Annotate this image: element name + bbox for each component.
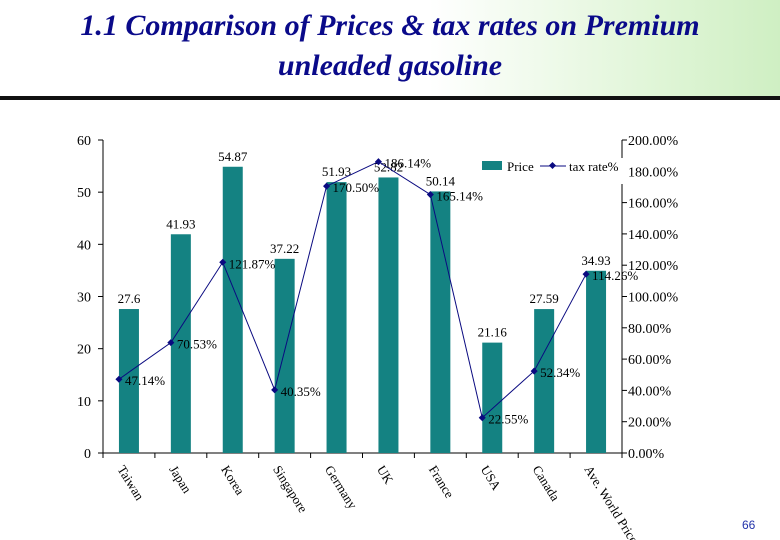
tax-rate-label: 47.14%	[125, 373, 165, 388]
left-axis-tick-label: 40	[77, 238, 91, 253]
price-bar-label: 27.6	[118, 291, 141, 306]
tax-rate-label: 22.55%	[488, 412, 528, 427]
price-bar-label: 34.93	[581, 253, 610, 268]
right-y-axis: 0.00% 20.00% 40.00% 60.00% 80.00% 100.00% 120.…	[622, 134, 679, 462]
tax-rate-point	[115, 375, 123, 383]
tax-rate-point	[219, 258, 227, 266]
price-bar-label: 27.59	[530, 291, 559, 306]
title-divider	[0, 96, 780, 100]
right-axis-tick-label: 120.00%	[628, 259, 679, 274]
page-number: 66	[742, 518, 756, 532]
slide-title-line-2: unleaded gasoline	[277, 49, 503, 82]
x-axis-label: Korea	[218, 463, 248, 498]
legend-background	[478, 158, 628, 184]
left-axis-tick-label: 10	[77, 395, 91, 410]
tax-rate-label: 70.53%	[177, 337, 217, 352]
x-axis-label: Germany	[322, 463, 361, 512]
legend-marker-tax-rate	[548, 161, 557, 170]
tax-rate-label: 52.34%	[540, 365, 580, 380]
right-axis-tick-label: 200.00%	[628, 134, 679, 149]
right-axis-tick-label: 20.00%	[628, 416, 672, 431]
tax-rate-label: 40.35%	[281, 384, 321, 399]
right-axis-tick-label: 160.00%	[628, 197, 679, 212]
price-bar-label: 54.87	[218, 149, 248, 164]
x-axis-label: France	[426, 463, 458, 501]
price-bar-label: 50.14	[426, 173, 456, 188]
tax-rate-label: 170.50%	[333, 180, 380, 195]
left-axis-tick-label: 50	[77, 186, 91, 201]
tax-rate-polyline	[118, 161, 587, 419]
x-axis-label: Taiwan	[114, 463, 147, 504]
tax-rate-point	[426, 191, 434, 199]
tax-rate-point	[323, 182, 331, 190]
tax-rate-labels: 47.14% 70.53% 121.87% 40.35% 170.50% 186.14% 1…	[125, 156, 638, 427]
right-axis-tick-label: 100.00%	[628, 291, 679, 306]
right-axis-tick-label: 60.00%	[628, 353, 672, 368]
price-bar	[534, 309, 555, 453]
x-axis-label: Ave. World Price	[582, 463, 642, 540]
price-bar	[222, 166, 243, 453]
price-bar-label: 51.93	[322, 164, 351, 179]
price-bar-label: 37.22	[270, 241, 299, 256]
x-axis-label: Canada	[530, 463, 563, 504]
slide-title-line-1: 1.1 Comparison of Prices & tax rates on …	[80, 9, 700, 42]
left-axis-tick-label: 60	[77, 134, 91, 149]
left-axis-tick-label: 0	[84, 447, 91, 462]
price-bar	[378, 177, 399, 453]
tax-rate-label: 114.26%	[592, 268, 638, 283]
x-axis-labels: Taiwan Japan Korea Singapore Germany UK France…	[102, 453, 642, 540]
price-bars	[118, 166, 607, 453]
chart-legend: Price tax rate%	[478, 158, 628, 184]
price-bar	[326, 182, 347, 453]
tax-rate-point	[271, 386, 279, 394]
right-axis-tick-label: 180.00%	[628, 165, 679, 180]
price-bar-label: 41.93	[166, 216, 195, 231]
x-axis-label: Japan	[166, 463, 195, 496]
tax-rate-point	[374, 158, 382, 166]
x-axis-label: UK	[374, 463, 397, 487]
left-y-axis: 0 10 20 30 40 50 60	[77, 134, 103, 462]
tax-rate-point	[167, 339, 175, 347]
price-tax-chart: 0 10 20 30 40 50 60 0.00% 20.00% 40.00% 60.00% 80.…	[77, 134, 679, 540]
left-axis-tick-label: 30	[77, 291, 91, 306]
tax-rate-point	[478, 414, 486, 422]
tax-rate-point	[530, 367, 538, 375]
right-axis-tick-label: 0.00%	[628, 447, 665, 462]
tax-rate-label: 186.14%	[384, 156, 431, 171]
legend-swatch-price	[482, 161, 502, 170]
price-bar-label: 21.16	[478, 325, 508, 340]
x-axis-label: Singapore	[270, 463, 311, 516]
tax-rate-line	[115, 158, 590, 422]
price-bar	[586, 270, 607, 453]
tax-rate-label: 165.14%	[436, 189, 483, 204]
price-bar	[170, 234, 191, 453]
right-axis-tick-label: 40.00%	[628, 384, 672, 399]
slide-title: 1.1 Comparison of Prices & tax rates on …	[0, 6, 780, 86]
left-axis-tick-label: 20	[77, 343, 91, 358]
x-axis-label: USA	[478, 463, 505, 494]
right-axis-tick-label: 80.00%	[628, 322, 672, 337]
price-bar	[274, 258, 295, 453]
tax-rate-label: 121.87%	[229, 256, 276, 271]
price-bar	[482, 342, 503, 453]
tax-rate-point	[582, 270, 590, 278]
price-bar	[118, 309, 139, 453]
title-band	[0, 0, 780, 96]
price-bar	[430, 191, 451, 453]
legend-label-tax-rate: tax rate%	[569, 159, 619, 174]
right-axis-tick-label: 140.00%	[628, 228, 679, 243]
legend-label-price: Price	[507, 159, 534, 174]
